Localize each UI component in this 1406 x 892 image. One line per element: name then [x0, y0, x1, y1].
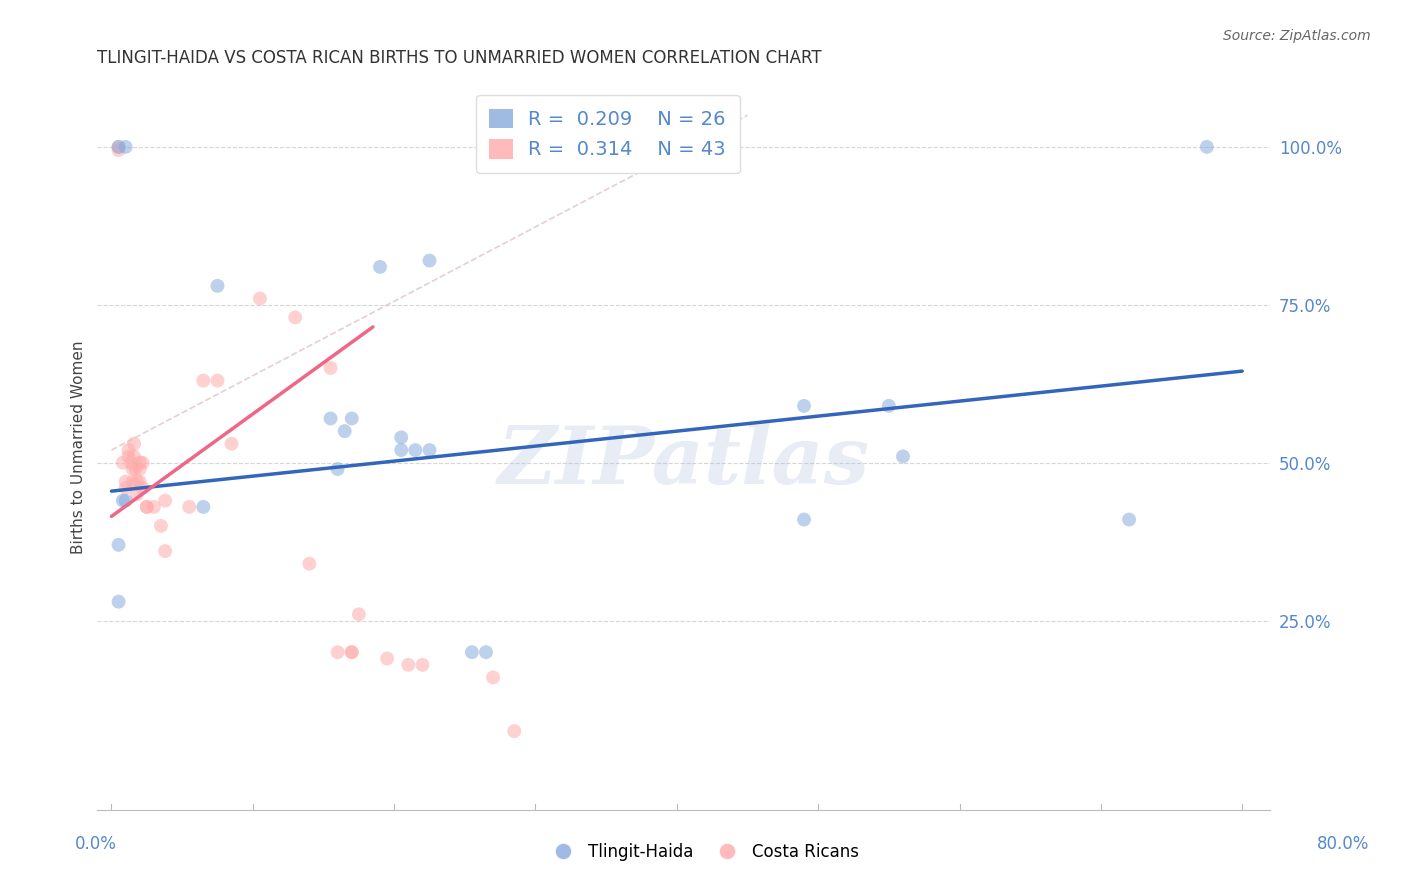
- Point: [120, 456, 142, 470]
- Point: [114, 140, 136, 154]
- Point: [319, 361, 342, 376]
- Point: [117, 450, 139, 464]
- Point: [340, 645, 363, 659]
- Point: [1118, 512, 1140, 526]
- Point: [107, 140, 129, 154]
- Point: [298, 557, 321, 571]
- Point: [1195, 140, 1218, 154]
- Point: [149, 519, 172, 533]
- Point: [793, 399, 815, 413]
- Point: [125, 475, 148, 489]
- Point: [153, 493, 176, 508]
- Point: [877, 399, 900, 413]
- Text: 0.0%: 0.0%: [75, 835, 117, 853]
- Point: [207, 278, 229, 293]
- Point: [122, 450, 145, 464]
- Point: [368, 260, 391, 274]
- Point: [121, 462, 143, 476]
- Point: [340, 411, 363, 425]
- Point: [142, 500, 165, 514]
- Point: [114, 493, 136, 508]
- Point: [114, 475, 136, 489]
- Text: 80.0%: 80.0%: [1316, 835, 1369, 853]
- Point: [125, 487, 148, 501]
- Point: [107, 595, 129, 609]
- Legend: Tlingit-Haida, Costa Ricans: Tlingit-Haida, Costa Ricans: [540, 837, 866, 868]
- Point: [503, 724, 526, 739]
- Point: [111, 493, 134, 508]
- Point: [418, 443, 440, 458]
- Point: [135, 500, 157, 514]
- Point: [389, 443, 412, 458]
- Point: [482, 670, 505, 684]
- Point: [128, 456, 150, 470]
- Y-axis label: Births to Unmarried Women: Births to Unmarried Women: [72, 340, 86, 554]
- Point: [122, 436, 145, 450]
- Text: TLINGIT-HAIDA VS COSTA RICAN BIRTHS TO UNMARRIED WOMEN CORRELATION CHART: TLINGIT-HAIDA VS COSTA RICAN BIRTHS TO U…: [97, 49, 823, 67]
- Point: [107, 538, 129, 552]
- Point: [107, 143, 129, 157]
- Point: [326, 462, 349, 476]
- Point: [404, 443, 426, 458]
- Point: [117, 443, 139, 458]
- Point: [411, 657, 433, 672]
- Point: [131, 456, 153, 470]
- Point: [475, 645, 498, 659]
- Point: [179, 500, 201, 514]
- Point: [193, 374, 215, 388]
- Point: [284, 310, 307, 325]
- Point: [375, 651, 398, 665]
- Point: [249, 292, 271, 306]
- Point: [131, 481, 153, 495]
- Point: [107, 140, 129, 154]
- Point: [153, 544, 176, 558]
- Point: [121, 475, 143, 489]
- Point: [461, 645, 484, 659]
- Point: [793, 512, 815, 526]
- Point: [207, 374, 229, 388]
- Point: [891, 450, 914, 464]
- Point: [319, 411, 342, 425]
- Point: [396, 657, 419, 672]
- Point: [124, 462, 146, 476]
- Point: [128, 462, 150, 476]
- Point: [326, 645, 349, 659]
- Point: [111, 456, 134, 470]
- Point: [389, 430, 412, 444]
- Point: [340, 645, 363, 659]
- Text: Source: ZipAtlas.com: Source: ZipAtlas.com: [1223, 29, 1371, 43]
- Point: [193, 500, 215, 514]
- Point: [135, 500, 157, 514]
- Point: [418, 253, 440, 268]
- Point: [114, 481, 136, 495]
- Point: [347, 607, 370, 622]
- Point: [333, 424, 356, 438]
- Legend: R =  0.209    N = 26, R =  0.314    N = 43: R = 0.209 N = 26, R = 0.314 N = 43: [475, 95, 740, 173]
- Point: [128, 475, 150, 489]
- Point: [221, 436, 243, 450]
- Text: ZIPatlas: ZIPatlas: [498, 423, 870, 500]
